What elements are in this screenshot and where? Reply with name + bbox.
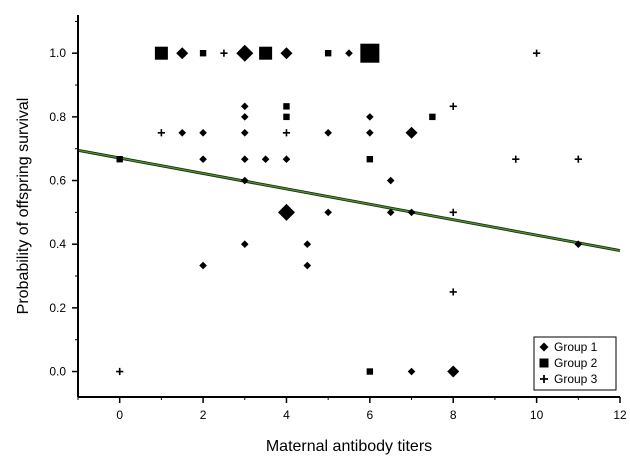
- data-point-diamond: [261, 155, 270, 164]
- data-point-diamond: [303, 261, 312, 270]
- data-point-square: [283, 103, 290, 110]
- legend-item: Group 1: [539, 340, 598, 354]
- x-tick-label: 2: [200, 408, 207, 422]
- legend-label: Group 3: [554, 372, 598, 386]
- data-point-square: [283, 113, 290, 121]
- data-point-diamond: [366, 128, 374, 137]
- data-point-plus: [116, 367, 124, 376]
- data-point-square: [324, 50, 332, 57]
- legend-item: Group 3: [540, 372, 598, 386]
- data-point-plus: [449, 102, 457, 110]
- data-point-plus: [574, 155, 582, 163]
- data-point-diamond: [447, 365, 460, 378]
- data-point-plus: [282, 129, 291, 137]
- legend: Group 1 Group 2 Group 3: [533, 336, 617, 391]
- plus-legend-icon: [540, 375, 548, 383]
- axis-ticks: 0 2 4 6 8 10 12 0.0 0.2 0.4 0.6 0.8 1.0: [49, 20, 627, 422]
- x-tick-label: 10: [530, 408, 544, 422]
- data-point-square: [259, 46, 273, 60]
- data-point-diamond: [324, 208, 332, 217]
- data-point-square: [366, 368, 374, 375]
- data-point-diamond: [240, 113, 249, 121]
- data-point-plus: [512, 155, 520, 163]
- series-1: [176, 44, 583, 378]
- y-tick-label: 0.6: [49, 174, 66, 188]
- data-point-diamond: [178, 128, 187, 137]
- data-point-diamond: [199, 155, 207, 164]
- legend-label: Group 2: [554, 356, 598, 370]
- data-point-diamond: [324, 128, 332, 137]
- y-tick-label: 1.0: [49, 46, 66, 60]
- data-point-square: [199, 50, 207, 57]
- data-point-diamond: [240, 240, 249, 248]
- data-point-diamond: [282, 155, 291, 164]
- data-point-plus: [449, 288, 457, 296]
- data-point-diamond: [407, 208, 416, 217]
- x-tick-label: 8: [450, 408, 457, 422]
- y-axis-label: Probability of offspring survival: [15, 98, 32, 315]
- data-point-diamond: [240, 128, 249, 137]
- x-tick-label: 4: [283, 408, 290, 422]
- data-point-diamond: [199, 261, 207, 270]
- series-3: [116, 49, 582, 376]
- data-point-square: [360, 43, 380, 63]
- y-tick-label: 0.2: [49, 301, 66, 315]
- square-legend-icon: [539, 358, 549, 368]
- data-point-diamond: [236, 44, 254, 62]
- legend-label: Group 1: [554, 340, 598, 354]
- y-tick-label: 0.0: [49, 365, 66, 379]
- data-point-diamond: [199, 128, 207, 137]
- diamond-legend-icon: [539, 342, 549, 352]
- data-point-diamond: [386, 208, 395, 217]
- data-point-square: [154, 46, 168, 60]
- data-point-diamond: [574, 240, 583, 248]
- trend-line: [77, 149, 621, 252]
- data-point-square: [366, 156, 374, 163]
- data-points: [116, 43, 583, 378]
- data-point-diamond: [345, 49, 353, 57]
- data-point-diamond: [407, 367, 416, 376]
- data-point-square: [116, 156, 123, 163]
- x-tick-label: 0: [116, 408, 123, 422]
- data-point-diamond: [240, 155, 249, 164]
- data-point-diamond: [405, 126, 418, 139]
- data-point-diamond: [386, 176, 395, 185]
- x-tick-label: 12: [613, 408, 627, 422]
- x-axis-label: Maternal antibody titers: [266, 438, 432, 455]
- data-point-diamond: [240, 176, 249, 185]
- legend-item: Group 2: [539, 356, 598, 370]
- x-tick-label: 6: [367, 408, 374, 422]
- y-tick-label: 0.4: [49, 237, 66, 251]
- data-point-diamond: [366, 113, 374, 121]
- data-point-diamond: [176, 47, 189, 60]
- trend-line-group: [77, 148, 621, 253]
- data-point-diamond: [303, 240, 312, 248]
- data-point-square: [429, 113, 436, 121]
- data-point-plus: [157, 129, 165, 137]
- series-2: [116, 43, 436, 375]
- data-point-diamond: [240, 102, 249, 111]
- data-point-diamond: [277, 203, 295, 221]
- y-tick-label: 0.8: [49, 110, 66, 124]
- legend-items: Group 1 Group 2 Group 3: [539, 340, 598, 386]
- data-point-plus: [449, 208, 457, 216]
- data-point-plus: [220, 49, 228, 57]
- data-point-diamond: [280, 47, 293, 60]
- data-point-plus: [533, 49, 541, 57]
